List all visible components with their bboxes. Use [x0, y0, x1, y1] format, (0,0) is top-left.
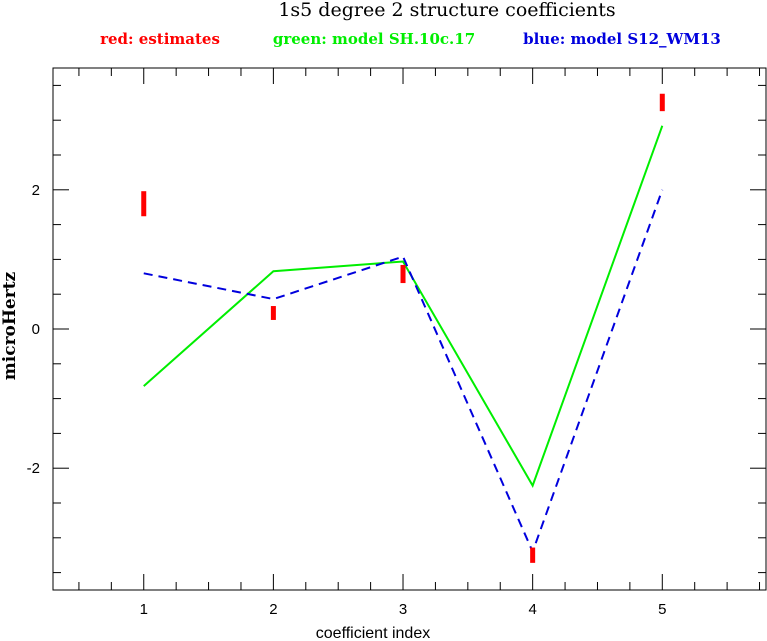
y-tick-label: -2: [27, 460, 40, 477]
series-line-green: [143, 125, 664, 488]
series-line-blue: [143, 189, 664, 555]
legend-model-sh10c17: green: model SH.10c.17: [273, 30, 475, 48]
x-tick-label: 1: [140, 601, 148, 618]
x-tick-label: 4: [528, 601, 536, 618]
x-tick-label: 2: [269, 601, 277, 618]
y-tick-label: 2: [32, 182, 40, 199]
x-axis-label: coefficient index: [316, 625, 430, 641]
legend-model-s12-wm13: blue: model S12_WM13: [523, 30, 721, 48]
plot-frame: [52, 67, 767, 591]
x-tick-label: 5: [658, 601, 666, 618]
y-tick-label: 0: [32, 321, 40, 338]
x-tick-label: 3: [399, 601, 407, 618]
legend-estimates: red: estimates: [100, 30, 220, 48]
y-axis-label: microHertz: [0, 271, 20, 380]
chart-title: 1s5 degree 2 structure coefficients: [278, 0, 615, 21]
